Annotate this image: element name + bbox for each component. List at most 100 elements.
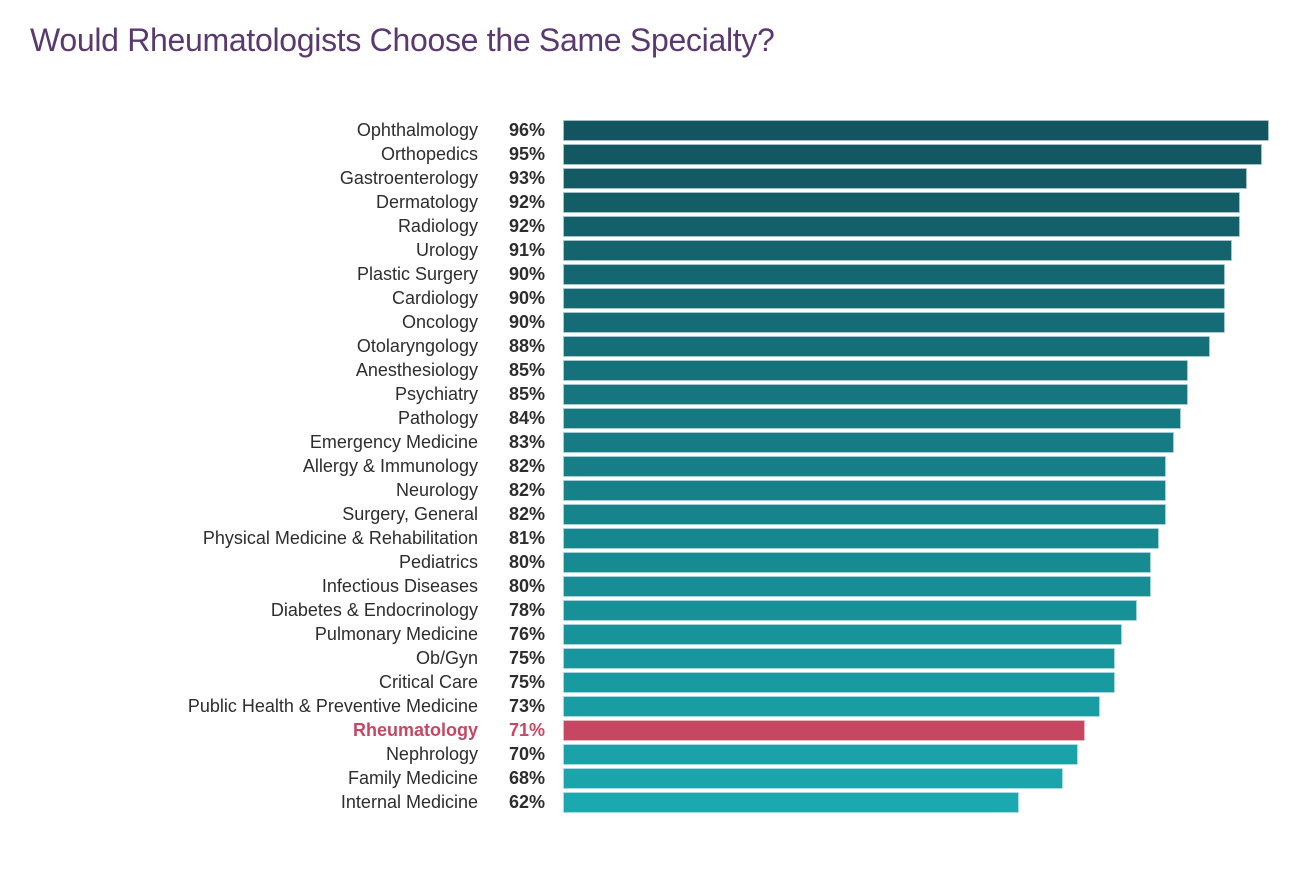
- value-label: 71%: [508, 720, 545, 740]
- bar-row: Critical Care 75%: [0, 670, 1290, 694]
- bar-row-highlighted: Rheumatology 71%: [0, 718, 1290, 742]
- value-label: 81%: [508, 528, 545, 548]
- bar: [563, 479, 1167, 501]
- value-label: 93%: [508, 168, 545, 188]
- category-label: Rheumatology: [352, 720, 478, 740]
- bar-row: Emergency Medicine 83%: [0, 430, 1290, 454]
- value-label: 78%: [508, 600, 545, 620]
- bar: [563, 551, 1152, 573]
- value-label: 80%: [508, 552, 545, 572]
- bar: [563, 335, 1211, 357]
- bar: [563, 407, 1181, 429]
- bar: [563, 623, 1122, 645]
- bar-row: Neurology 82%: [0, 478, 1290, 502]
- bar-row: Dermatology 92%: [0, 190, 1290, 214]
- bar-rows: Ophthalmology 96% Orthopedics 95% Gastroente…: [0, 118, 1290, 814]
- bar: [563, 575, 1152, 597]
- bar: [563, 455, 1167, 477]
- bar: [563, 719, 1086, 741]
- bar: [563, 431, 1174, 453]
- bar-row: Infectious Diseases 80%: [0, 574, 1290, 598]
- category-label: Otolaryngology: [356, 336, 478, 356]
- category-label: Emergency Medicine: [309, 432, 478, 452]
- category-label: Neurology: [395, 480, 478, 500]
- bar-row: Physical Medicine & Rehabilitation 81%: [0, 526, 1290, 550]
- bar-row: Orthopedics 95%: [0, 142, 1290, 166]
- category-label: Dermatology: [375, 192, 478, 212]
- category-label: Oncology: [401, 312, 478, 332]
- category-label: Ophthalmology: [356, 120, 478, 140]
- bar-row: Psychiatry 85%: [0, 382, 1290, 406]
- category-label: Pathology: [397, 408, 478, 428]
- value-label: 82%: [508, 456, 545, 476]
- bar-row: Allergy & Immunology 82%: [0, 454, 1290, 478]
- value-label: 92%: [508, 216, 545, 236]
- bar-row: Pathology 84%: [0, 406, 1290, 430]
- value-label: 75%: [508, 672, 545, 692]
- value-label: 83%: [508, 432, 545, 452]
- bar-row: Ob/Gyn 75%: [0, 646, 1290, 670]
- bar-row: Urology 91%: [0, 238, 1290, 262]
- category-label: Physical Medicine & Rehabilitation: [202, 528, 478, 548]
- category-label: Anesthesiology: [355, 360, 478, 380]
- bar: [563, 215, 1240, 237]
- category-label: Allergy & Immunology: [302, 456, 478, 476]
- bar: [563, 695, 1100, 717]
- value-label: 90%: [508, 288, 545, 308]
- value-label: 84%: [508, 408, 545, 428]
- bar: [563, 671, 1115, 693]
- category-label: Surgery, General: [342, 504, 478, 524]
- value-label: 73%: [508, 696, 545, 716]
- category-label: Critical Care: [378, 672, 478, 692]
- value-label: 88%: [508, 336, 545, 356]
- bar: [563, 167, 1247, 189]
- bar: [563, 143, 1262, 165]
- bar: [563, 383, 1189, 405]
- value-label: 62%: [508, 792, 545, 812]
- value-label: 85%: [508, 360, 545, 380]
- bar: [563, 359, 1189, 381]
- bar-row: Ophthalmology 96%: [0, 118, 1290, 142]
- value-label: 96%: [508, 120, 545, 140]
- bar-row: Surgery, General 82%: [0, 502, 1290, 526]
- value-label: 85%: [508, 384, 545, 404]
- category-label: Pulmonary Medicine: [314, 624, 478, 644]
- bar-row: Internal Medicine 62%: [0, 790, 1290, 814]
- bar-row: Anesthesiology 85%: [0, 358, 1290, 382]
- bar-row: Family Medicine 68%: [0, 766, 1290, 790]
- bar: [563, 287, 1225, 309]
- value-label: 80%: [508, 576, 545, 596]
- bar: [563, 527, 1159, 549]
- category-label: Gastroenterology: [339, 168, 478, 188]
- category-label: Infectious Diseases: [321, 576, 478, 596]
- value-label: 92%: [508, 192, 545, 212]
- bar-row: Pulmonary Medicine 76%: [0, 622, 1290, 646]
- category-label: Plastic Surgery: [356, 264, 478, 284]
- bar: [563, 743, 1078, 765]
- bar: [563, 503, 1167, 525]
- value-label: 75%: [508, 648, 545, 668]
- bar-row: Radiology 92%: [0, 214, 1290, 238]
- bar-row: Pediatrics 80%: [0, 550, 1290, 574]
- bar-row: Gastroenterology 93%: [0, 166, 1290, 190]
- category-label: Psychiatry: [394, 384, 478, 404]
- category-label: Radiology: [397, 216, 478, 236]
- category-label: Internal Medicine: [340, 792, 478, 812]
- bar: [563, 791, 1019, 813]
- category-label: Ob/Gyn: [415, 648, 478, 668]
- value-label: 76%: [508, 624, 545, 644]
- value-label: 91%: [508, 240, 545, 260]
- bar: [563, 599, 1137, 621]
- category-label: Urology: [415, 240, 478, 260]
- value-label: 90%: [508, 312, 545, 332]
- value-label: 70%: [508, 744, 545, 764]
- value-label: 95%: [508, 144, 545, 164]
- bar: [563, 767, 1064, 789]
- bar: [563, 647, 1115, 669]
- bar-row: Oncology 90%: [0, 310, 1290, 334]
- bar-row: Public Health & Preventive Medicine 73%: [0, 694, 1290, 718]
- category-label: Public Health & Preventive Medicine: [187, 696, 478, 716]
- value-label: 82%: [508, 504, 545, 524]
- category-label: Diabetes & Endocrinology: [270, 600, 478, 620]
